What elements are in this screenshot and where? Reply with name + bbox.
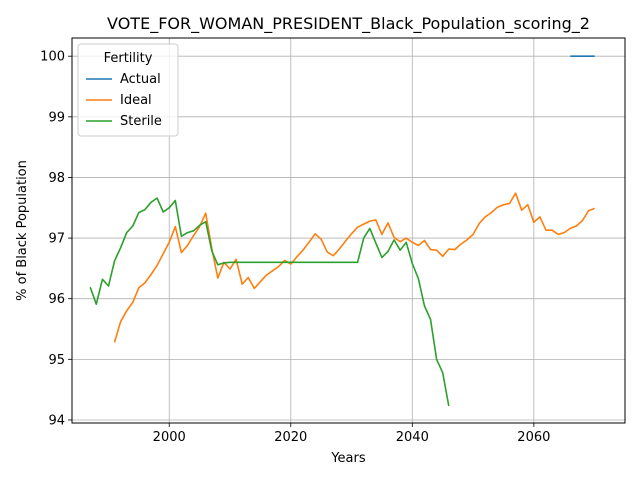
legend-label-actual: Actual (120, 72, 161, 87)
plot-frame (71, 37, 626, 424)
legend: Fertility Actual Ideal Sterile (77, 43, 179, 137)
y-tick-label: 99 (48, 110, 65, 125)
legend-label-ideal: Ideal (120, 93, 152, 108)
y-tick-label: 94 (48, 413, 65, 428)
grid (72, 38, 625, 423)
x-axis-label: Years (330, 451, 366, 466)
y-tick-label: 96 (48, 292, 65, 307)
legend-title: Fertility (104, 51, 153, 66)
legend-box (77, 43, 179, 137)
axis-ticks: 2000 2020 2040 2060 94 95 96 97 98 99 100 (40, 50, 550, 445)
legend-label-sterile: Sterile (120, 114, 162, 129)
series-line-sterile (89, 197, 450, 407)
y-tick-label: 100 (40, 50, 65, 65)
series-lines (89, 55, 595, 407)
y-tick-label: 97 (48, 232, 65, 247)
x-tick-label: 2040 (396, 430, 429, 445)
y-axis-label: % of Black Population (15, 160, 30, 301)
x-tick-label: 2000 (153, 430, 186, 445)
x-tick-label: 2060 (517, 430, 550, 445)
series-line-ideal (113, 192, 595, 343)
x-tick-label: 2020 (274, 430, 307, 445)
chart-title: VOTE_FOR_WOMAN_PRESIDENT_Black_Populatio… (107, 14, 590, 34)
y-tick-label: 95 (48, 353, 65, 368)
y-tick-label: 98 (48, 171, 65, 186)
